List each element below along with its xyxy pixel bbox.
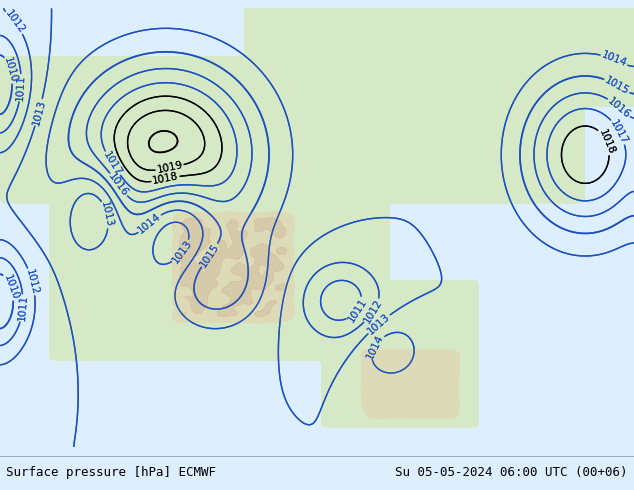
- Text: 1016: 1016: [606, 96, 633, 120]
- Text: 1014: 1014: [136, 211, 163, 236]
- Text: 1019: 1019: [156, 160, 184, 175]
- Text: 1013: 1013: [30, 98, 47, 126]
- Text: 1014: 1014: [600, 50, 628, 69]
- Text: 1016: 1016: [107, 171, 130, 198]
- Text: 1015: 1015: [603, 75, 631, 97]
- Text: 1015: 1015: [603, 75, 631, 97]
- Text: 1012: 1012: [362, 297, 384, 325]
- Text: 1018: 1018: [152, 172, 179, 186]
- Text: 1014: 1014: [600, 50, 628, 69]
- Text: 1013: 1013: [366, 312, 392, 337]
- Text: 1016: 1016: [107, 171, 130, 198]
- Text: 1012: 1012: [24, 268, 41, 295]
- Text: 1011: 1011: [346, 296, 369, 323]
- Text: 1010: 1010: [2, 273, 20, 301]
- Text: 1013: 1013: [171, 239, 194, 266]
- Text: 1010: 1010: [2, 56, 19, 84]
- Text: 1012: 1012: [3, 9, 27, 36]
- Text: Su 05-05-2024 06:00 UTC (00+06): Su 05-05-2024 06:00 UTC (00+06): [395, 466, 628, 479]
- Text: 1017: 1017: [101, 149, 124, 177]
- Text: 1017: 1017: [609, 118, 630, 146]
- Text: 1017: 1017: [609, 118, 630, 146]
- Text: 1012: 1012: [24, 268, 41, 295]
- Text: 1013: 1013: [30, 98, 47, 126]
- Text: 1010: 1010: [2, 273, 20, 301]
- Text: 1011: 1011: [16, 294, 29, 321]
- Text: 1015: 1015: [198, 242, 221, 269]
- Text: 1013: 1013: [99, 201, 115, 229]
- Text: 1012: 1012: [3, 9, 27, 36]
- Text: 1013: 1013: [99, 201, 115, 229]
- Text: 1019: 1019: [156, 160, 184, 175]
- Text: 1014: 1014: [136, 211, 163, 236]
- Text: 1014: 1014: [365, 333, 385, 361]
- Text: 1011: 1011: [15, 74, 27, 101]
- Text: Surface pressure [hPa] ECMWF: Surface pressure [hPa] ECMWF: [6, 466, 216, 479]
- Text: 1011: 1011: [16, 294, 29, 321]
- Text: 1017: 1017: [101, 149, 124, 177]
- Text: 1010: 1010: [2, 56, 19, 84]
- Text: 1018: 1018: [152, 172, 179, 186]
- Text: 1012: 1012: [362, 297, 384, 325]
- Text: 1013: 1013: [366, 312, 392, 337]
- Text: 1016: 1016: [606, 96, 633, 120]
- Text: 1015: 1015: [198, 242, 221, 269]
- Text: 1011: 1011: [15, 74, 27, 101]
- Text: 1018: 1018: [597, 127, 616, 156]
- Text: 1011: 1011: [346, 296, 369, 323]
- Text: 1014: 1014: [365, 333, 385, 361]
- Text: 1018: 1018: [597, 127, 616, 156]
- Text: 1013: 1013: [171, 239, 194, 266]
